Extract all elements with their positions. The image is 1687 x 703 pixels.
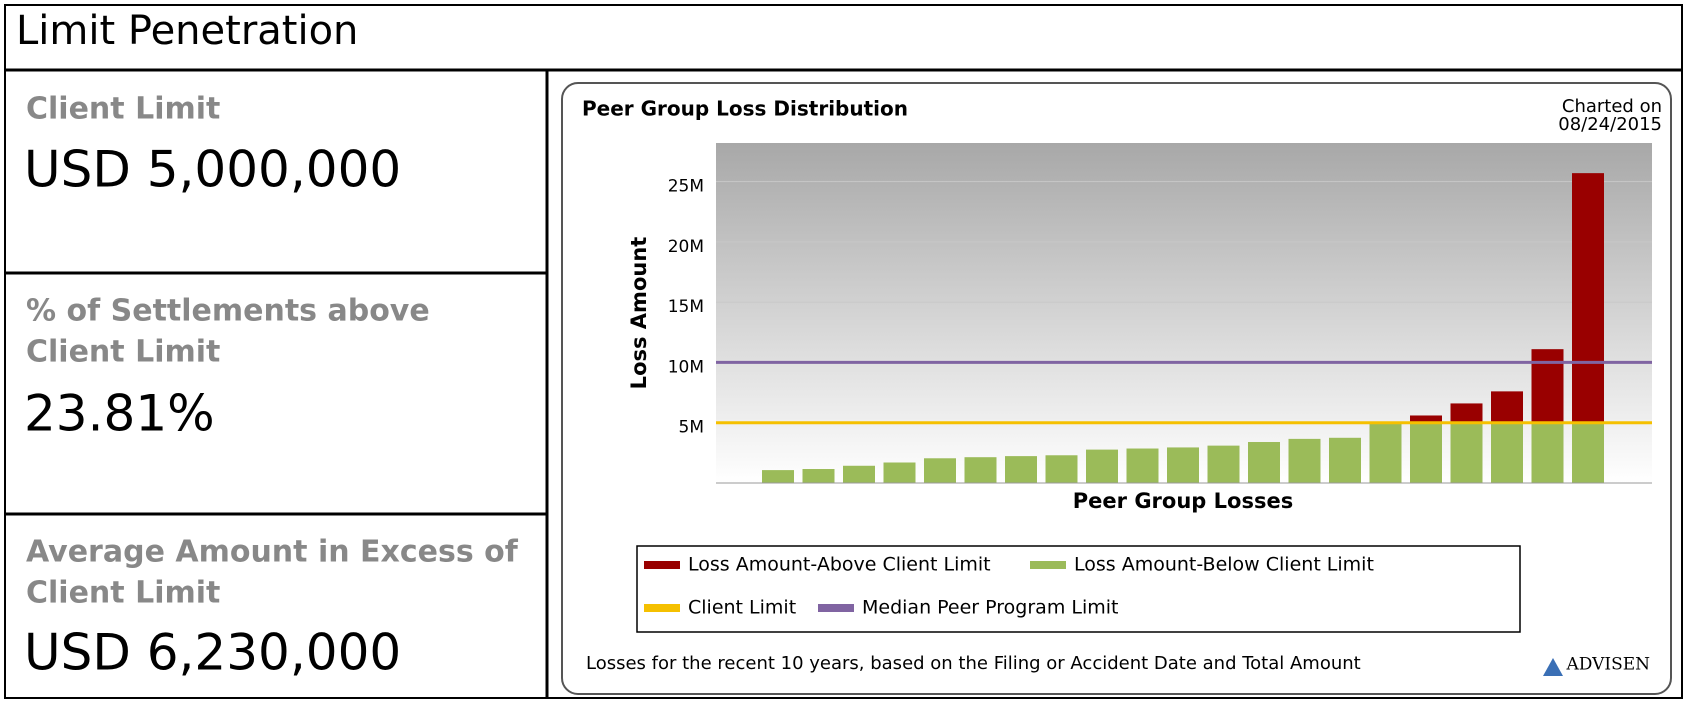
legend-swatch	[1030, 561, 1066, 569]
x-axis-label: Peer Group Losses	[1073, 489, 1293, 513]
card-label: Client Limit	[26, 335, 220, 370]
card-label: Client Limit	[26, 576, 220, 611]
legend-label: Median Peer Program Limit	[862, 597, 1118, 619]
legend-label: Loss Amount-Below Client Limit	[1074, 554, 1374, 576]
charted-on: Charted on	[1562, 96, 1662, 117]
bar	[883, 462, 916, 483]
bar	[1248, 442, 1280, 483]
bar	[1450, 422, 1483, 483]
bar	[762, 470, 794, 483]
bar	[1572, 173, 1604, 423]
bar	[1045, 455, 1078, 483]
bar	[1491, 391, 1523, 423]
charted-on: 08/24/2015	[1558, 114, 1662, 135]
legend	[636, 545, 1521, 633]
card-value: 23.81%	[24, 385, 215, 443]
bar	[843, 465, 875, 483]
card-value: USD 6,230,000	[24, 624, 401, 682]
bar	[1410, 422, 1442, 483]
bar	[1531, 349, 1564, 423]
bar	[1491, 422, 1523, 483]
footnote: Losses for the recent 10 years, based on…	[586, 653, 1361, 674]
bar	[1450, 403, 1483, 423]
y-tick-label: 15M	[668, 297, 704, 317]
legend-swatch	[818, 604, 854, 612]
card-value: USD 5,000,000	[24, 141, 401, 199]
bar	[1572, 422, 1604, 483]
y-tick-label: 25M	[668, 177, 704, 197]
chart-title: Peer Group Loss Distribution	[582, 97, 908, 121]
legend-label: Client Limit	[688, 597, 796, 619]
logo-icon	[1543, 658, 1563, 676]
bar	[1410, 415, 1442, 423]
bar	[1288, 438, 1321, 483]
bar	[1329, 437, 1361, 483]
legend-swatch	[644, 604, 680, 612]
y-tick-label: 10M	[668, 357, 704, 377]
y-tick-label: 5M	[679, 418, 704, 438]
frame	[4, 4, 1683, 699]
header-title: Limit Penetration	[16, 8, 358, 54]
bar	[1207, 445, 1240, 483]
y-tick-label: 20M	[668, 237, 704, 257]
bar	[924, 458, 956, 483]
bar	[1005, 456, 1037, 483]
card-label: Client Limit	[26, 92, 220, 127]
card-label: Average Amount in Excess of	[26, 535, 519, 570]
logo: ADVISEN	[1565, 655, 1650, 675]
y-axis-label: Loss Amount	[627, 237, 651, 390]
legend-swatch	[644, 561, 680, 569]
bar	[964, 457, 997, 483]
bar	[802, 469, 835, 483]
legend-label: Loss Amount-Above Client Limit	[688, 554, 991, 576]
bar	[1531, 422, 1564, 483]
card-label: % of Settlements above	[26, 294, 430, 329]
bar	[1126, 448, 1159, 483]
bar	[1086, 449, 1118, 483]
bar	[1167, 447, 1199, 483]
bar	[1369, 422, 1402, 483]
